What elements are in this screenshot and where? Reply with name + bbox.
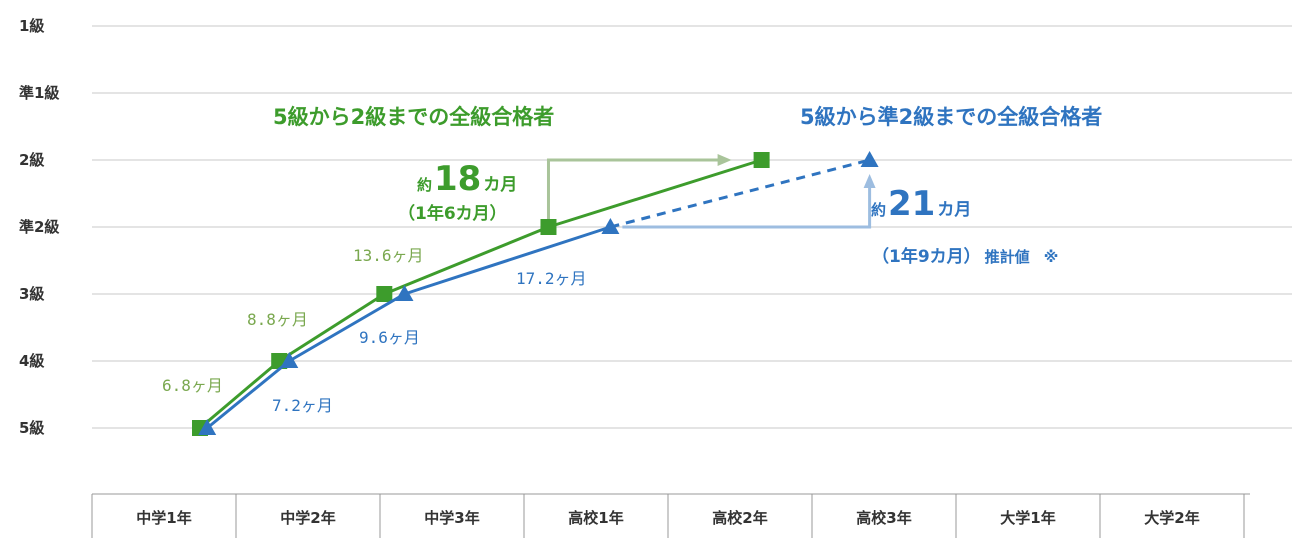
series-segment (548, 158, 763, 229)
blue-duration-sub: （1年9カ月） (872, 246, 981, 267)
y-axis-ticks: 5級 4級 3級 準2級 2級 準1級 1級 (19, 17, 59, 437)
data-point-square (753, 152, 770, 168)
series-title-blue: 5級から準2級までの全級合格者 (800, 105, 1102, 129)
green-interval-label: 8.8ヶ月 (247, 310, 308, 329)
data-point-triangle (280, 352, 299, 368)
blue-duration-number: 21 (888, 184, 935, 224)
x-tick-label: 大学2年 (1144, 509, 1199, 527)
series-segment (404, 225, 611, 296)
x-tick-label: 高校1年 (568, 509, 623, 527)
annotations: 5級から2級までの全級合格者 5級から準2級までの全級合格者 約18 カ月 （1年… (273, 105, 1102, 267)
series-title-green: 5級から2級までの全級合格者 (273, 105, 554, 129)
y-tick-label: 準2級 (19, 218, 59, 236)
series-lines (192, 151, 879, 436)
blue-duration-annotation: 約21 カ月 (871, 184, 971, 224)
blue-arrow-head (863, 174, 876, 188)
x-axis: 中学1年 中学2年 中学3年 高校1年 高校2年 高校3年 大学1年 大学2年 (91, 493, 1250, 538)
interval-labels: 6.8ヶ月 8.8ヶ月 13.6ヶ月 7.2ヶ月 9.6ヶ月 17.2ヶ月 (162, 246, 587, 415)
data-point-triangle (601, 218, 620, 234)
green-interval-label: 13.6ヶ月 (353, 246, 424, 265)
x-tick-label: 高校2年 (712, 509, 767, 527)
blue-interval-label: 7.2ヶ月 (272, 396, 333, 415)
blue-interval-label: 9.6ヶ月 (359, 328, 420, 347)
y-tick-label: 3級 (19, 285, 44, 303)
x-tick-label: 中学1年 (136, 509, 191, 527)
data-point-square (376, 286, 393, 302)
data-point-triangle (198, 419, 217, 435)
data-point-square (540, 219, 557, 235)
green-duration-arrow (546, 158, 720, 219)
y-tick-label: 準1級 (19, 84, 59, 102)
blue-duration-arrow (622, 186, 872, 229)
series-segment (288, 292, 406, 363)
series-segment (206, 359, 291, 430)
blue-duration-unit: カ月 (937, 200, 971, 220)
series-segment (278, 292, 386, 363)
series-segment (199, 359, 281, 430)
green-interval-label: 6.8ヶ月 (162, 376, 223, 395)
blue-note-mark: ※ (1044, 248, 1059, 266)
blue-duration-prefix: 約 (871, 201, 886, 219)
green-duration-number: 18 (434, 159, 481, 199)
blue-estimate-note: 推計値 (985, 248, 1030, 266)
x-tick-label: 大学1年 (1000, 509, 1055, 527)
data-point-triangle (860, 151, 879, 167)
y-tick-label: 1級 (19, 17, 44, 35)
green-duration-sub: （1年6カ月） (398, 203, 507, 224)
y-tick-label: 4級 (19, 352, 44, 370)
data-point-triangle (395, 285, 414, 301)
blue-interval-label: 17.2ヶ月 (516, 269, 587, 288)
y-tick-label: 5級 (19, 419, 44, 437)
series-segment (383, 225, 550, 296)
green-duration-prefix: 約 (417, 176, 432, 194)
green-arrow-head (717, 154, 732, 166)
series-segment (610, 158, 870, 229)
x-tick-label: 中学2年 (280, 509, 335, 527)
blue-duration-sub-line: （1年9カ月） 推計値 ※ (872, 246, 1058, 267)
x-tick-label: 中学3年 (424, 509, 479, 527)
y-tick-label: 2級 (19, 151, 44, 169)
x-tick-label: 高校3年 (856, 509, 911, 527)
green-duration-annotation: 約18 カ月 (417, 159, 517, 199)
green-duration-unit: カ月 (483, 175, 517, 195)
